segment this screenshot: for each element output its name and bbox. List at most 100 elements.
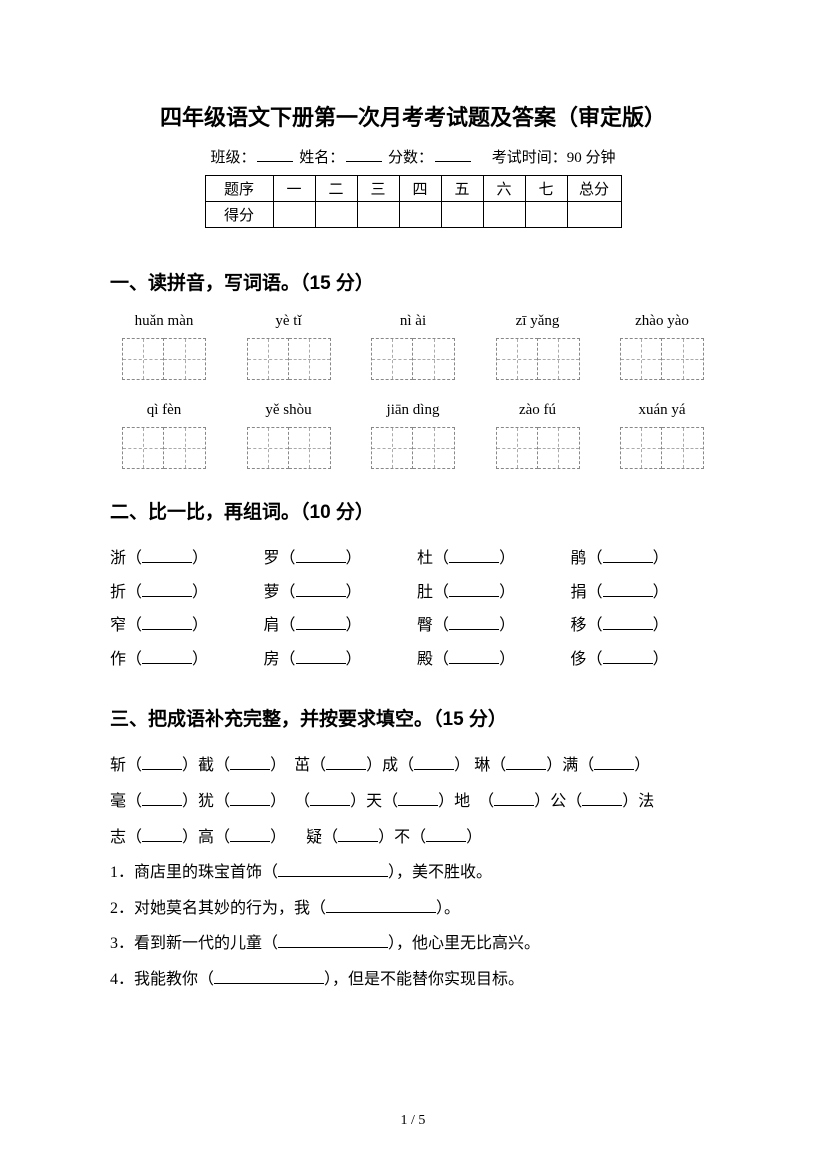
char-box-pair[interactable] xyxy=(247,338,331,380)
score-label: 分数： xyxy=(388,150,433,166)
blank[interactable] xyxy=(603,581,653,597)
question-1: 1．商店里的珠宝首饰（），美不胜收。 xyxy=(110,856,716,890)
pinyin-row-1: huǎn màn yè tǐ nì ài zī yǎng zhào yào xyxy=(110,313,716,380)
table-cell: 五 xyxy=(441,176,483,202)
blank[interactable] xyxy=(230,790,270,806)
compare-item: 捐（） xyxy=(571,576,716,610)
pinyin-item: huǎn màn xyxy=(110,313,218,380)
pinyin-item: nì ài xyxy=(359,313,467,380)
compare-item: 杜（） xyxy=(417,542,562,576)
blank[interactable] xyxy=(142,547,192,563)
idiom-line: 斩（）截（） 茁（）成（） 琳（）满（） xyxy=(110,749,716,783)
class-blank[interactable] xyxy=(257,161,293,162)
blank[interactable] xyxy=(326,754,366,770)
pinyin-label: jiān dìng xyxy=(387,402,440,419)
char-box-pair[interactable] xyxy=(496,427,580,469)
blank[interactable] xyxy=(449,547,499,563)
blank[interactable] xyxy=(449,614,499,630)
blank[interactable] xyxy=(278,932,388,948)
table-cell-total: 总分 xyxy=(567,176,621,202)
blank[interactable] xyxy=(214,968,324,984)
pinyin-item: yě shòu xyxy=(235,402,343,469)
blank[interactable] xyxy=(296,648,346,664)
blank[interactable] xyxy=(603,547,653,563)
compare-grid: 浙（） 罗（） 杜（） 鹃（） 折（） 萝（） 肚（） 捐（） 窄（） 肩（） … xyxy=(110,542,716,676)
name-blank[interactable] xyxy=(346,161,382,162)
char-box-pair[interactable] xyxy=(122,338,206,380)
blank[interactable] xyxy=(278,861,388,877)
pinyin-label: huǎn màn xyxy=(135,313,194,330)
blank[interactable] xyxy=(296,547,346,563)
blank[interactable] xyxy=(296,614,346,630)
blank[interactable] xyxy=(326,897,436,913)
class-label: 班级： xyxy=(210,150,255,166)
table-cell[interactable] xyxy=(315,202,357,228)
blank[interactable] xyxy=(142,581,192,597)
compare-item: 肚（） xyxy=(417,576,562,610)
compare-item: 折（） xyxy=(110,576,255,610)
blank[interactable] xyxy=(142,614,192,630)
score-table: 题序 一 二 三 四 五 六 七 总分 得分 xyxy=(205,175,622,228)
blank[interactable] xyxy=(603,648,653,664)
pinyin-label: zào fú xyxy=(519,402,556,419)
blank[interactable] xyxy=(142,826,182,842)
table-cell[interactable] xyxy=(357,202,399,228)
blank[interactable] xyxy=(230,754,270,770)
blank[interactable] xyxy=(582,790,622,806)
char-box-pair[interactable] xyxy=(371,338,455,380)
blank[interactable] xyxy=(338,826,378,842)
compare-item: 肩（） xyxy=(264,609,409,643)
blank[interactable] xyxy=(426,826,466,842)
pinyin-item: jiān dìng xyxy=(359,402,467,469)
blank[interactable] xyxy=(398,790,438,806)
blank[interactable] xyxy=(449,648,499,664)
blank[interactable] xyxy=(449,581,499,597)
table-cell[interactable] xyxy=(483,202,525,228)
table-cell[interactable] xyxy=(441,202,483,228)
table-cell: 四 xyxy=(399,176,441,202)
blank[interactable] xyxy=(142,648,192,664)
blank[interactable] xyxy=(506,754,546,770)
char-box-pair[interactable] xyxy=(496,338,580,380)
blank[interactable] xyxy=(594,754,634,770)
idiom-line: 毫（）犹（） （）天（）地 （）公（）法 xyxy=(110,785,716,819)
compare-item: 侈（） xyxy=(571,643,716,677)
blank[interactable] xyxy=(296,581,346,597)
compare-item: 移（） xyxy=(571,609,716,643)
table-cell[interactable] xyxy=(273,202,315,228)
blank[interactable] xyxy=(142,754,182,770)
blank[interactable] xyxy=(310,790,350,806)
table-cell[interactable] xyxy=(567,202,621,228)
blank[interactable] xyxy=(494,790,534,806)
pinyin-label: qì fèn xyxy=(147,402,182,419)
blank[interactable] xyxy=(230,826,270,842)
compare-item: 鹃（） xyxy=(571,542,716,576)
char-box-pair[interactable] xyxy=(620,427,704,469)
char-box-pair[interactable] xyxy=(247,427,331,469)
table-cell[interactable] xyxy=(399,202,441,228)
blank[interactable] xyxy=(142,790,182,806)
pinyin-label: yě shòu xyxy=(265,402,311,419)
question-2: 2．对她莫名其妙的行为，我（）。 xyxy=(110,892,716,926)
char-box-pair[interactable] xyxy=(122,427,206,469)
char-box-pair[interactable] xyxy=(620,338,704,380)
pinyin-label: nì ài xyxy=(400,313,426,330)
page-title: 四年级语文下册第一次月考考试题及答案（审定版） xyxy=(110,100,716,132)
blank[interactable] xyxy=(603,614,653,630)
page-number: 1 / 5 xyxy=(0,1113,826,1129)
pinyin-item: zī yǎng xyxy=(484,313,592,380)
char-box-pair[interactable] xyxy=(371,427,455,469)
idiom-block: 斩（）截（） 茁（）成（） 琳（）满（） 毫（）犹（） （）天（）地 （）公（）… xyxy=(110,749,716,996)
pinyin-label: zhào yào xyxy=(635,313,689,330)
table-cell[interactable] xyxy=(525,202,567,228)
table-cell: 七 xyxy=(525,176,567,202)
blank[interactable] xyxy=(414,754,454,770)
table-row-label: 题序 xyxy=(205,176,273,202)
section-3-title: 三、把成语补充完整，并按要求填空。（15 分） xyxy=(110,704,716,731)
pinyin-item: qì fèn xyxy=(110,402,218,469)
compare-item: 浙（） xyxy=(110,542,255,576)
score-blank[interactable] xyxy=(435,161,471,162)
question-3: 3．看到新一代的儿童（），他心里无比高兴。 xyxy=(110,927,716,961)
pinyin-row-2: qì fèn yě shòu jiān dìng zào fú xuán yá xyxy=(110,402,716,469)
section-1-title: 一、读拼音，写词语。（15 分） xyxy=(110,268,716,295)
